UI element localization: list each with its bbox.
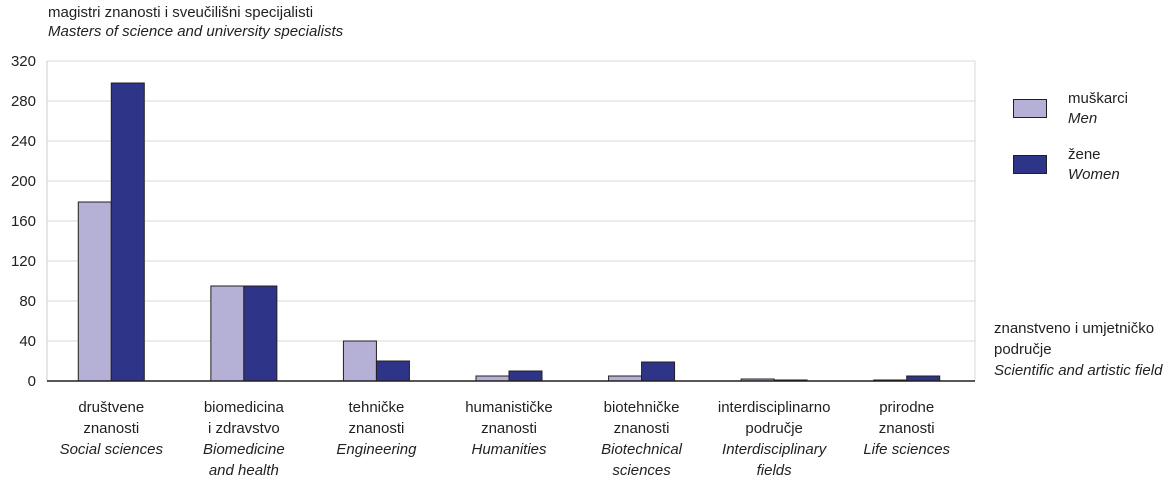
x-axis-title-en: Scientific and artistic field xyxy=(994,362,1163,379)
bar-women xyxy=(641,361,676,382)
x-category-label: Social sciences xyxy=(60,441,164,458)
x-category-label: fields xyxy=(757,462,793,479)
y-tick-label: 240 xyxy=(11,133,36,150)
x-category-label: Humanities xyxy=(471,441,547,458)
y-tick-label: 120 xyxy=(11,253,36,270)
x-category-label: znanosti xyxy=(614,420,670,437)
x-category-label: i zdravstvo xyxy=(208,420,280,437)
bars xyxy=(77,82,941,382)
x-category-label: interdisciplinarno xyxy=(718,399,831,416)
x-category-label: sciences xyxy=(612,462,671,479)
x-category-label: biomedicina xyxy=(204,399,285,416)
axes xyxy=(46,61,976,382)
x-category-label: društvene xyxy=(78,399,144,416)
y-tick-label: 320 xyxy=(11,53,36,70)
x-axis-title: znanstveno i umjetničko područje Scienti… xyxy=(994,318,1162,381)
legend-label-women: žene xyxy=(1068,146,1101,163)
x-category-label: Biomedicine xyxy=(203,441,285,458)
x-category-label: znanosti xyxy=(83,420,139,437)
y-tick-label: 0 xyxy=(28,373,36,390)
x-category-label: Interdisciplinary xyxy=(722,441,828,458)
y-tick-label: 200 xyxy=(11,173,36,190)
y-tick-labels: 0 40 80 120 160 200 240 280 320 xyxy=(11,53,36,390)
bar-women xyxy=(508,370,543,382)
legend-label-men-en: Men xyxy=(1068,110,1098,127)
x-category-label: područje xyxy=(745,420,803,437)
chart-title: magistri znanosti i sveučilišni specijal… xyxy=(48,4,314,21)
chart-subtitle: Masters of science and university specia… xyxy=(48,23,344,40)
y-tick-label: 160 xyxy=(11,213,36,230)
x-category-labels: društvene znanosti Social sciences biomedic… xyxy=(60,399,951,479)
x-category-label: Biotechnical xyxy=(601,441,683,458)
x-category-label: znanosti xyxy=(481,420,537,437)
legend-label-women-en: Women xyxy=(1068,166,1120,183)
legend-swatch-men xyxy=(1013,99,1047,118)
x-category-label: Life sciences xyxy=(863,441,950,458)
x-category-label: znanosti xyxy=(348,420,404,437)
bar-women xyxy=(243,285,278,382)
grid-lines xyxy=(47,60,975,342)
x-axis-title-hr: znanstveno i umjetničko područje xyxy=(994,320,1155,358)
x-category-label: tehničke xyxy=(348,399,404,416)
x-category-label: znanosti xyxy=(879,420,935,437)
bar-women xyxy=(375,360,410,382)
legend-label-men: muškarci xyxy=(1068,90,1129,107)
bar-men xyxy=(77,201,112,382)
y-tick-label: 40 xyxy=(19,333,36,350)
x-category-label: Engineering xyxy=(336,441,417,458)
legend-swatch-women xyxy=(1013,155,1047,174)
x-category-label: humanističke xyxy=(465,399,553,416)
bar-men xyxy=(210,285,245,382)
y-tick-label: 280 xyxy=(11,93,36,110)
y-tick-label: 80 xyxy=(19,293,36,310)
x-category-label: biotehničke xyxy=(604,399,680,416)
x-category-label: prirodne xyxy=(879,399,934,416)
x-category-label: and health xyxy=(209,462,279,479)
bar-men xyxy=(342,340,377,382)
bar-women xyxy=(110,82,145,382)
